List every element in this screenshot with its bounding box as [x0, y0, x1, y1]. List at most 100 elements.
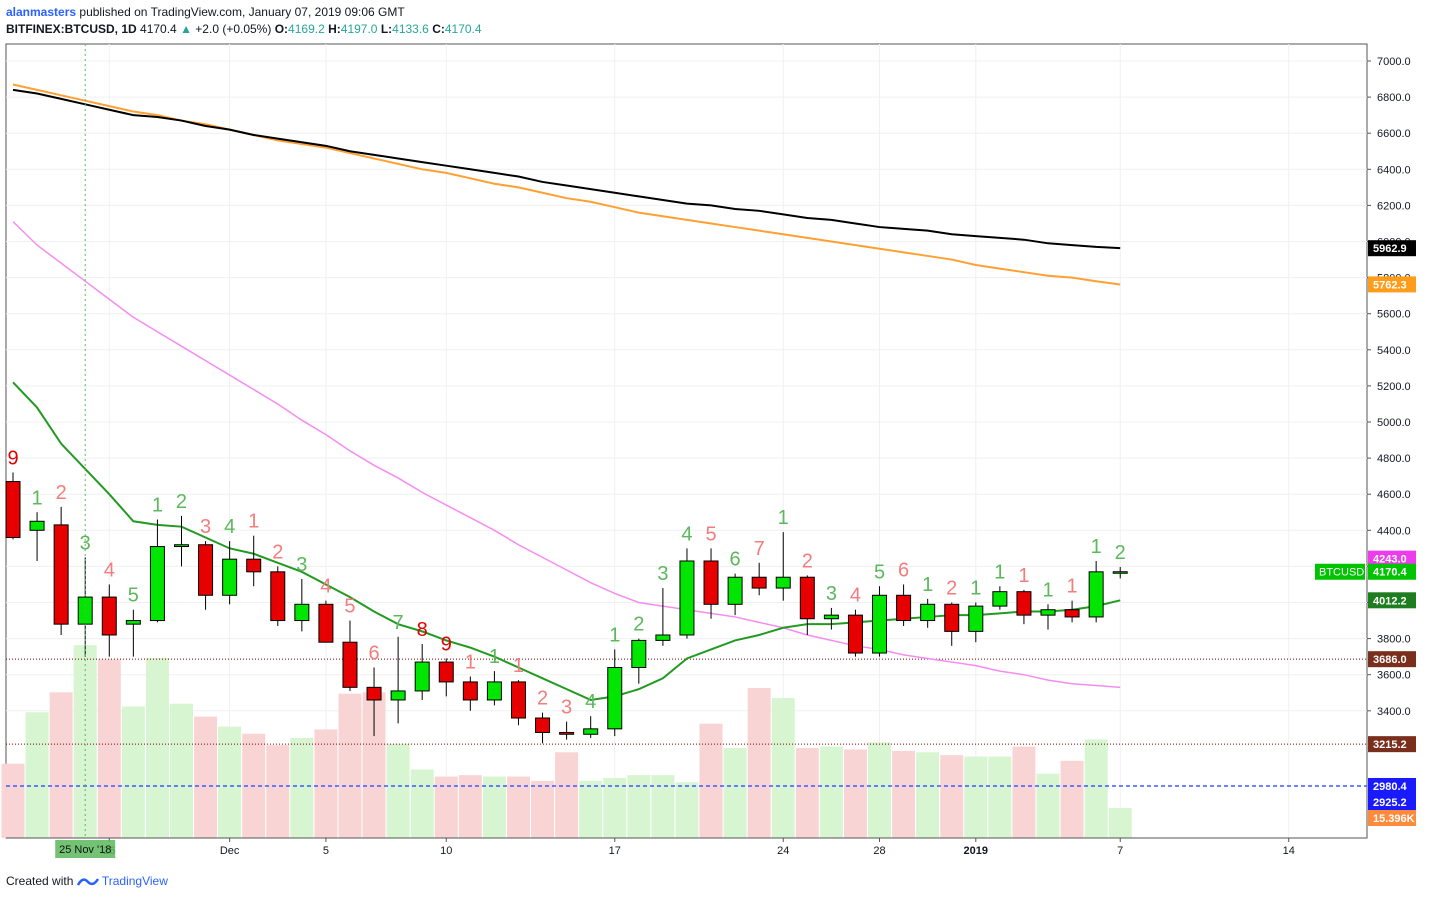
x-tick-label: 2019: [964, 845, 988, 857]
author-name[interactable]: alanmasters: [6, 5, 77, 19]
sequential-count-label: 2: [1115, 542, 1126, 564]
candle-body: [342, 641, 358, 688]
level-label: 3215.2: [1373, 739, 1407, 751]
ohlc-legend: BITFINEX:BTCUSD, 1D 4170.4 ▲ +2.0 (+0.05…: [6, 21, 482, 38]
y-tick-label: 5400.0: [1377, 345, 1411, 357]
sequential-count-label: 2: [537, 688, 548, 710]
volume-bar: [97, 659, 121, 838]
low-value: 4133.6: [392, 22, 429, 36]
volume-bar: [603, 778, 627, 838]
y-tick-label: 4400.0: [1377, 525, 1411, 537]
sequential-count-label: 4: [681, 523, 692, 545]
sequential-count-label: 4: [320, 576, 331, 598]
y-tick-label: 4800.0: [1377, 453, 1411, 465]
sequential-count-label: 6: [898, 559, 909, 581]
sequential-count-label: 1: [465, 652, 476, 674]
x-tick-label: 7: [1117, 845, 1123, 857]
volume-bar: [266, 745, 290, 838]
candle-body: [222, 558, 238, 596]
sequential-count-label: 1: [489, 646, 500, 668]
candle-body: [173, 544, 189, 548]
volume-bar: [531, 780, 555, 838]
y-tick-label: 6800.0: [1377, 92, 1411, 104]
y-tick-label: 4600.0: [1377, 489, 1411, 501]
sequential-count-label: 9: [7, 448, 18, 470]
sequential-count-label: 2: [802, 550, 813, 572]
volume-bar: [1060, 760, 1084, 838]
volume-bar: [579, 780, 603, 838]
volume-bar: [675, 782, 699, 838]
candle-body: [847, 614, 863, 654]
date-badge: [55, 840, 116, 858]
tradingview-link[interactable]: TradingView: [101, 874, 168, 888]
candle-body: [679, 560, 695, 636]
volume-bar: [555, 752, 579, 838]
volume-bar: [1084, 739, 1108, 838]
candle-body: [1016, 591, 1032, 616]
sequential-count-label: 9: [441, 633, 452, 655]
footer: Created with TradingView: [6, 874, 168, 888]
sequential-count-label: 3: [826, 583, 837, 605]
created-with-text: Created with: [6, 874, 74, 888]
symbol-label[interactable]: BITFINEX:BTCUSD, 1D: [6, 22, 137, 36]
y-tick-label: 5000.0: [1377, 417, 1411, 429]
volume-bar: [194, 716, 218, 838]
sequential-count-label: 3: [200, 516, 211, 538]
volume-bar: [988, 756, 1012, 838]
sequential-count-label: 5: [705, 523, 716, 545]
candle-body: [607, 666, 623, 730]
candle-body: [366, 686, 382, 701]
sequential-count-label: 2: [633, 614, 644, 636]
candle-body: [872, 594, 888, 654]
candle-body: [944, 603, 960, 632]
candle-body: [583, 728, 599, 735]
open-value: 4169.2: [288, 22, 325, 36]
volume-bar: [506, 776, 530, 838]
volume-bar: [482, 776, 506, 838]
volume-bar: [819, 746, 843, 838]
candle-body: [5, 481, 21, 539]
volume-bar: [868, 742, 892, 838]
candle-body: [125, 620, 141, 625]
candle-body: [294, 603, 310, 622]
volume-level-badge: [1368, 778, 1416, 794]
sequential-count-label: 2: [56, 482, 67, 504]
volume-bar: [723, 748, 747, 838]
sequential-count-label: 2: [176, 491, 187, 513]
candle-body: [799, 576, 815, 620]
ma-orange-value-badge: [1368, 276, 1416, 293]
volume-bar: [49, 692, 73, 838]
candle-body: [53, 524, 69, 625]
sequential-count-label: 5: [128, 585, 139, 607]
volume-bar: [410, 769, 434, 838]
candle-body: [968, 605, 984, 632]
candle-body: [270, 571, 286, 622]
candle-body: [775, 576, 791, 589]
volume-bar: [747, 688, 771, 838]
y-tick-label: 6600.0: [1377, 128, 1411, 140]
price-symbol-badge: [1315, 563, 1365, 580]
low-label: L:: [380, 22, 393, 36]
volume-bar: [1036, 773, 1060, 838]
y-tick-label: 5600.0: [1377, 309, 1411, 321]
volume-bar: [1108, 808, 1132, 838]
open-label: O:: [274, 22, 289, 36]
sequential-count-label: 5: [874, 561, 885, 583]
candle-body: [438, 661, 454, 683]
candle-body: [101, 596, 117, 636]
candle-body: [655, 634, 671, 641]
candle-body: [751, 576, 767, 589]
x-tick-label: 28: [873, 845, 885, 857]
y-tick-label: 6400.0: [1377, 164, 1411, 176]
sequential-count-label: 3: [80, 532, 91, 554]
sequential-count-label: 6: [730, 549, 741, 571]
candle-body: [1040, 609, 1056, 616]
candle-body: [896, 594, 912, 622]
x-tick-label: 24: [777, 845, 789, 857]
sequential-count-label: 1: [994, 561, 1005, 583]
sequential-count-label: 1: [32, 487, 43, 509]
chart-header: alanmasters published on TradingView.com…: [6, 4, 482, 38]
volume-bar: [458, 775, 482, 838]
last-price-label: 4170.4: [1373, 567, 1408, 579]
